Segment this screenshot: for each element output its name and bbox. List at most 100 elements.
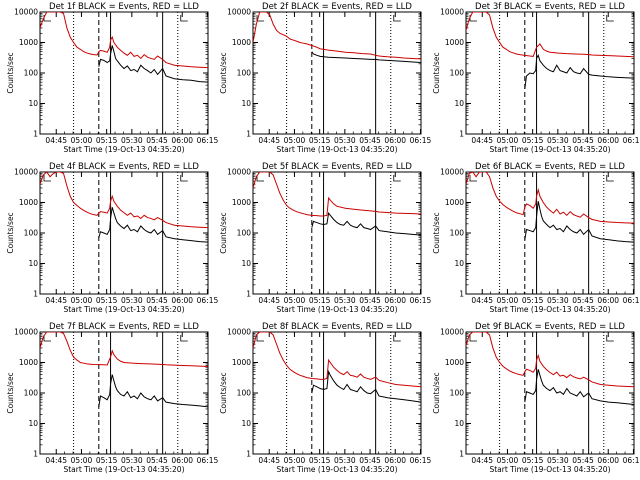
series-line-events [524, 369, 634, 405]
x-tick-label: 04:45 [45, 296, 67, 305]
x-tick-label: 05:30 [334, 296, 356, 305]
y-tick-label: 1000 [232, 358, 251, 367]
x-tick-label: 06:15 [197, 296, 219, 305]
x-axis-label: Start Time (19-Oct-13 04:35:20) [276, 465, 397, 474]
corner-mark [393, 15, 401, 22]
x-tick-label: 05:45 [359, 456, 381, 465]
corner-mark [606, 335, 614, 342]
plot-frame [39, 171, 209, 295]
x-tick-label: 05:15 [309, 456, 331, 465]
series-line-lld [466, 172, 634, 224]
x-tick-label: 05:15 [522, 136, 544, 145]
x-tick-label: 05:30 [334, 136, 356, 145]
corner-mark [393, 335, 401, 342]
y-tick-label: 100 [237, 229, 252, 238]
x-tick-label: 05:00 [284, 136, 306, 145]
y-tick-label: 1000 [445, 38, 464, 47]
series-line-events [524, 54, 634, 90]
corner-mark [256, 335, 264, 342]
series-line-events [311, 211, 421, 236]
plot-frame [465, 11, 635, 135]
y-tick-label: 10000 [227, 168, 251, 177]
y-tick-label: 10000 [440, 168, 464, 177]
x-tick-label: 06:00 [171, 136, 193, 145]
x-tick-label: 05:30 [547, 296, 569, 305]
x-tick-label: 06:15 [410, 456, 432, 465]
x-tick-label: 05:00 [71, 456, 93, 465]
x-tick-label: 05:00 [284, 296, 306, 305]
series-line-lld [40, 12, 208, 69]
series-line-events [98, 207, 208, 243]
x-tick-label: 06:00 [171, 296, 193, 305]
corner-mark [606, 175, 614, 182]
y-tick-label: 100 [237, 69, 252, 78]
x-tick-label: 05:00 [497, 136, 519, 145]
x-tick-label: 06:00 [171, 456, 193, 465]
panel-title: Det 5f BLACK = Events, RED = LLD [262, 162, 412, 172]
x-axis-label: Start Time (19-Oct-13 04:35:20) [276, 305, 397, 314]
corner-mark [393, 175, 401, 182]
x-axis-label: Start Time (19-Oct-13 04:35:20) [489, 465, 610, 474]
y-tick-label: 1 [459, 290, 464, 299]
y-tick-label: 10000 [14, 328, 38, 337]
series-line-events [524, 201, 634, 243]
x-tick-label: 05:45 [572, 296, 594, 305]
y-axis-label: Counts/sec [219, 212, 228, 253]
y-tick-label: 100 [24, 69, 39, 78]
y-tick-label: 1000 [232, 198, 251, 207]
x-tick-label: 05:15 [96, 296, 118, 305]
y-tick-label: 10000 [227, 328, 251, 337]
y-tick-label: 100 [450, 69, 465, 78]
y-tick-label: 10000 [440, 8, 464, 17]
y-axis-label: Counts/sec [6, 212, 15, 253]
y-tick-label: 10 [454, 419, 464, 428]
x-tick-label: 06:15 [410, 296, 432, 305]
detector-panel-5: Det 5f BLACK = Events, RED = LLD 1 10 100 10… [219, 162, 431, 314]
panel-title: Det 2f BLACK = Events, RED = LLD [262, 2, 412, 12]
series-line-lld [40, 172, 208, 229]
panel-title: Det 3f BLACK = Events, RED = LLD [475, 2, 625, 12]
y-tick-label: 10 [241, 419, 251, 428]
detector-panel-6: Det 6f BLACK = Events, RED = LLD 1 10 100 10… [432, 162, 640, 314]
x-tick-label: 05:00 [497, 456, 519, 465]
x-tick-label: 05:30 [547, 136, 569, 145]
panel-title: Det 1f BLACK = Events, RED = LLD [49, 2, 199, 12]
y-tick-label: 10 [454, 259, 464, 268]
x-tick-label: 06:15 [623, 456, 640, 465]
x-tick-label: 06:00 [384, 456, 406, 465]
y-tick-label: 10000 [227, 8, 251, 17]
x-tick-label: 05:45 [359, 296, 381, 305]
y-tick-label: 10 [28, 259, 38, 268]
x-tick-label: 05:15 [522, 296, 544, 305]
x-axis-label: Start Time (19-Oct-13 04:35:20) [276, 145, 397, 154]
corner-mark [43, 335, 51, 342]
x-tick-label: 04:45 [471, 136, 493, 145]
x-tick-label: 06:00 [597, 456, 619, 465]
y-tick-label: 1 [246, 130, 251, 139]
y-tick-label: 10000 [14, 8, 38, 17]
x-axis-label: Start Time (19-Oct-13 04:35:20) [63, 145, 184, 154]
x-tick-label: 05:00 [497, 296, 519, 305]
x-tick-label: 04:45 [258, 136, 280, 145]
panel-title: Det 7f BLACK = Events, RED = LLD [49, 322, 199, 332]
series-line-lld [466, 12, 634, 58]
y-tick-label: 10 [241, 259, 251, 268]
y-axis-label: Counts/sec [6, 52, 15, 93]
corner-mark [180, 335, 188, 342]
x-tick-label: 04:45 [471, 296, 493, 305]
y-tick-label: 10000 [14, 168, 38, 177]
corner-mark [43, 175, 51, 182]
x-tick-label: 04:45 [471, 456, 493, 465]
corner-mark [469, 335, 477, 342]
y-tick-label: 1000 [19, 38, 38, 47]
y-tick-label: 1 [459, 130, 464, 139]
y-tick-label: 10 [28, 99, 38, 108]
x-axis-label: Start Time (19-Oct-13 04:35:20) [489, 145, 610, 154]
x-tick-label: 04:45 [258, 456, 280, 465]
detector-panel-4: Det 4f BLACK = Events, RED = LLD 1 10 100 10… [6, 162, 218, 314]
x-tick-label: 05:30 [334, 456, 356, 465]
x-tick-label: 05:30 [121, 456, 143, 465]
x-tick-label: 05:45 [572, 456, 594, 465]
detector-panel-9: Det 9f BLACK = Events, RED = LLD 1 10 100 10… [432, 322, 640, 474]
